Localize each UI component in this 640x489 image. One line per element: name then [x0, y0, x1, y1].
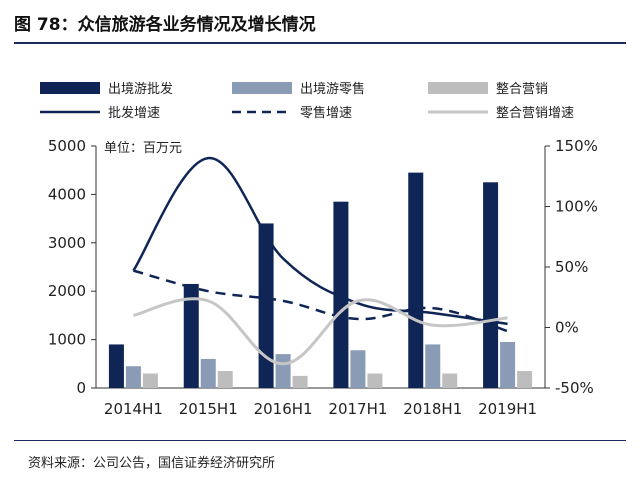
bar: [367, 373, 383, 388]
bar: [217, 371, 233, 388]
x-tick-label: 2016H1: [254, 400, 313, 418]
series-line: [133, 297, 508, 366]
bar: [442, 373, 458, 388]
bar: [183, 283, 199, 388]
x-tick-label: 2017H1: [328, 400, 387, 418]
y-right-tick-label: 50%: [555, 258, 588, 276]
bar: [333, 201, 349, 388]
bar: [258, 223, 274, 388]
series-line: [132, 156, 508, 326]
title-rule: [14, 42, 626, 44]
legend-label: 整合营销增速: [496, 106, 574, 121]
legend-label: 整合营销: [496, 82, 548, 97]
legend-swatch: [232, 82, 292, 94]
source-note: 资料来源：公司公告，国信证券经济研究所: [28, 456, 276, 471]
x-tick-label: 2015H1: [179, 400, 238, 418]
bar: [125, 366, 141, 388]
source-rule: [14, 440, 626, 441]
unit-label: 单位：百万元: [104, 141, 182, 156]
y-left-tick-label: 3000: [48, 234, 86, 252]
bar: [517, 371, 533, 388]
y-right-tick-label: 100%: [555, 198, 598, 216]
legend-swatch: [428, 82, 488, 94]
y-right-tick-label: 150%: [555, 137, 598, 155]
y-left-tick-label: 1000: [48, 331, 86, 349]
legend-label: 零售增速: [300, 105, 352, 121]
bar: [292, 375, 308, 388]
bar: [142, 373, 158, 388]
bar: [275, 354, 291, 388]
legend-label: 出境游批发: [108, 81, 173, 97]
legend-label: 批发增速: [108, 105, 160, 121]
bar: [408, 172, 424, 388]
y-right-tick-label: 0%: [555, 319, 579, 337]
bar: [500, 342, 516, 388]
x-tick-label: 2019H1: [478, 400, 537, 418]
bar: [483, 182, 499, 388]
x-tick-label: 2014H1: [104, 400, 163, 418]
bar: [108, 344, 124, 388]
y-right-tick-label: -50%: [555, 379, 594, 397]
x-tick-label: 2018H1: [403, 400, 462, 418]
legend-label: 出境游零售: [300, 81, 365, 97]
legend-swatch: [40, 82, 100, 94]
bar: [350, 350, 366, 388]
bar: [200, 358, 216, 388]
y-left-tick-label: 2000: [48, 282, 86, 300]
bar: [425, 344, 441, 388]
y-left-tick-label: 0: [76, 379, 86, 397]
series-line: [133, 269, 508, 333]
y-left-tick-label: 4000: [48, 185, 86, 203]
y-left-tick-label: 5000: [48, 137, 86, 155]
figure-title: 图 78：众信旅游各业务情况及增长情况: [14, 15, 316, 35]
